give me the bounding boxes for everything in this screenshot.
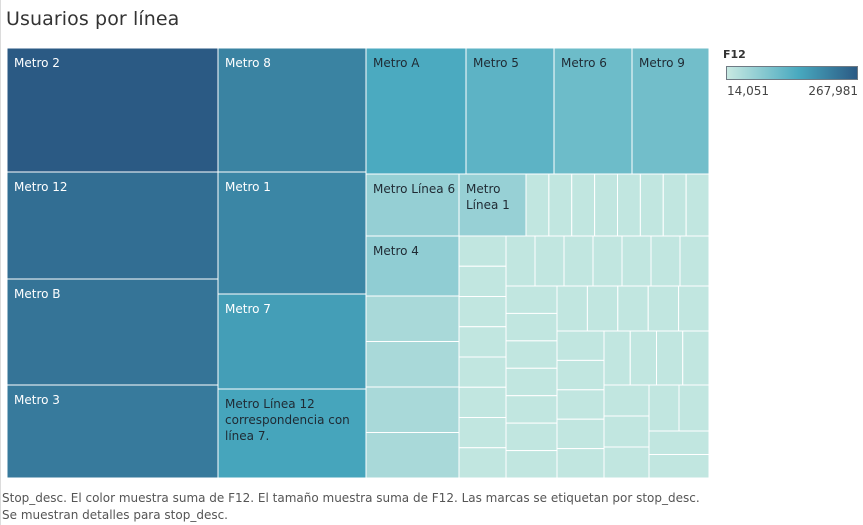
- treemap-cell[interactable]: [639, 173, 664, 237]
- treemap-cell[interactable]: [556, 359, 605, 391]
- treemap-label-5: Metro 8: [225, 56, 271, 70]
- treemap-label-2: Metro 12: [14, 180, 68, 194]
- treemap-cell-6[interactable]: [217, 171, 367, 295]
- treemap-cell[interactable]: [458, 386, 507, 418]
- treemap-label-7: Metro 7: [225, 302, 271, 316]
- treemap-cell[interactable]: [571, 173, 596, 237]
- treemap-cell-1[interactable]: [6, 47, 219, 173]
- treemap-chart: Metro 2 Metro 12 Metro B Metro 3 Metro 8 Metr…: [6, 47, 710, 479]
- treemap-cell[interactable]: [534, 235, 565, 287]
- treemap-cell[interactable]: [603, 415, 650, 448]
- treemap-cell[interactable]: [556, 448, 605, 479]
- treemap-cell[interactable]: [505, 340, 558, 369]
- treemap-cell[interactable]: [603, 330, 631, 386]
- treemap-cell[interactable]: [685, 173, 710, 237]
- treemap-cell-4[interactable]: [6, 384, 219, 479]
- treemap-label-15: Metro 4: [373, 244, 419, 258]
- treemap-cell[interactable]: [458, 326, 507, 358]
- treemap-cell[interactable]: [617, 285, 649, 332]
- legend-title: F12: [723, 48, 746, 61]
- treemap-cell[interactable]: [648, 384, 680, 432]
- treemap-cell-14[interactable]: [458, 173, 527, 237]
- treemap-cell-11[interactable]: [553, 47, 633, 175]
- treemap-cell[interactable]: [594, 173, 618, 237]
- chart-title: Usuarios por línea: [6, 8, 180, 30]
- treemap-label-3: Metro B: [14, 287, 61, 301]
- legend-max-label: 267,981: [808, 84, 858, 98]
- treemap-cell-9[interactable]: [365, 47, 467, 175]
- treemap-cell[interactable]: [505, 285, 558, 314]
- treemap-cell-2[interactable]: [6, 171, 219, 280]
- treemap-cell[interactable]: [678, 285, 710, 332]
- treemap-label-1: Metro 2: [14, 56, 60, 70]
- treemap-cell[interactable]: [682, 330, 710, 386]
- treemap-cell[interactable]: [458, 235, 507, 267]
- treemap-cell[interactable]: [662, 173, 687, 237]
- treemap-cell[interactable]: [458, 265, 507, 297]
- treemap-cell[interactable]: [656, 330, 684, 386]
- treemap-cell[interactable]: [548, 173, 573, 237]
- treemap-cell[interactable]: [629, 330, 657, 386]
- treemap-cell[interactable]: [556, 418, 605, 450]
- treemap-cell[interactable]: [505, 312, 558, 342]
- treemap-label-4: Metro 3: [14, 393, 60, 407]
- treemap-cell[interactable]: [650, 235, 681, 287]
- treemap-cell[interactable]: [365, 341, 460, 388]
- treemap-cell-3[interactable]: [6, 278, 219, 386]
- treemap-cell[interactable]: [592, 235, 623, 287]
- chart-caption: Stop_desc. El color muestra suma de F12.…: [2, 491, 700, 522]
- treemap-cell[interactable]: [586, 285, 619, 332]
- treemap-cell[interactable]: [621, 235, 652, 287]
- treemap-label-11: Metro 6: [561, 56, 607, 70]
- treemap-cell[interactable]: [617, 173, 641, 237]
- treemap-cell[interactable]: [365, 386, 460, 433]
- treemap-cell[interactable]: [458, 447, 507, 479]
- treemap-cell[interactable]: [603, 446, 650, 479]
- treemap-cell-13[interactable]: [365, 173, 460, 237]
- treemap-cell[interactable]: [365, 432, 460, 479]
- treemap-cell[interactable]: [647, 285, 680, 332]
- treemap-cell[interactable]: [458, 356, 507, 388]
- treemap-cell[interactable]: [556, 285, 588, 332]
- frame-border: [0, 0, 1, 525]
- treemap-cell-5[interactable]: [217, 47, 367, 173]
- legend-color-scale: [726, 66, 858, 80]
- treemap-cell[interactable]: [678, 384, 710, 432]
- treemap-label-8: Metro Línea 12 correspondencia con línea 7…: [225, 397, 350, 443]
- treemap-cell[interactable]: [458, 296, 507, 328]
- treemap-cell[interactable]: [505, 450, 558, 479]
- treemap-label-14: Metro Línea 1: [466, 182, 510, 212]
- treemap-label-9: Metro A: [373, 56, 420, 70]
- legend-min-label: 14,051: [727, 84, 769, 98]
- treemap-cell[interactable]: [603, 384, 650, 417]
- treemap-cell[interactable]: [505, 395, 558, 424]
- treemap-cell[interactable]: [556, 330, 605, 361]
- treemap-cell-15[interactable]: [365, 235, 460, 297]
- treemap-cell[interactable]: [505, 235, 536, 287]
- treemap-cell[interactable]: [648, 454, 710, 479]
- treemap-cell[interactable]: [365, 295, 460, 342]
- treemap-cell[interactable]: [505, 367, 558, 397]
- treemap-label-6: Metro 1: [225, 180, 271, 194]
- treemap-cell-10[interactable]: [465, 47, 555, 175]
- treemap-cell[interactable]: [679, 235, 710, 287]
- treemap-label-13: Metro Línea 6: [373, 182, 455, 196]
- treemap-cell[interactable]: [556, 389, 605, 420]
- treemap-cell-8[interactable]: [217, 388, 367, 479]
- treemap-cell[interactable]: [563, 235, 594, 287]
- treemap-cell-12[interactable]: [631, 47, 710, 175]
- treemap-cell[interactable]: [458, 417, 507, 449]
- treemap-cell[interactable]: [505, 422, 558, 452]
- treemap-cell[interactable]: [525, 173, 550, 237]
- treemap-label-12: Metro 9: [639, 56, 685, 70]
- treemap-label-10: Metro 5: [473, 56, 519, 70]
- treemap-cell[interactable]: [648, 430, 710, 455]
